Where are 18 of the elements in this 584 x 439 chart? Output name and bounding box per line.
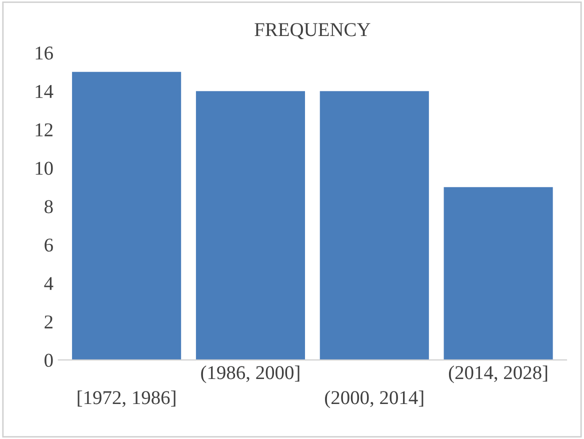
y-tick-label: 4 bbox=[44, 277, 54, 290]
y-tick-label: 0 bbox=[44, 354, 53, 367]
x-tick-label: (2000, 2014] bbox=[325, 390, 424, 408]
y-tick-label: 6 bbox=[44, 238, 53, 252]
x-tick-label: (1986, 2000] bbox=[201, 366, 300, 384]
x-tick-label: [1972, 1986] bbox=[78, 390, 176, 408]
y-tick-label: 8 bbox=[44, 200, 53, 214]
y-tick-label: 16 bbox=[36, 46, 53, 60]
bar bbox=[444, 187, 553, 360]
x-tick-label: (2014, 2028] bbox=[448, 366, 548, 384]
bar bbox=[72, 72, 182, 360]
y-tick-label: 12 bbox=[36, 123, 52, 136]
y-tick-label: 14 bbox=[36, 85, 54, 98]
bar bbox=[320, 91, 429, 360]
bar bbox=[196, 91, 306, 360]
y-tick-label: 10 bbox=[36, 162, 53, 175]
chart-title: FREQUENCY bbox=[254, 23, 370, 40]
y-tick-label: 2 bbox=[44, 315, 52, 328]
